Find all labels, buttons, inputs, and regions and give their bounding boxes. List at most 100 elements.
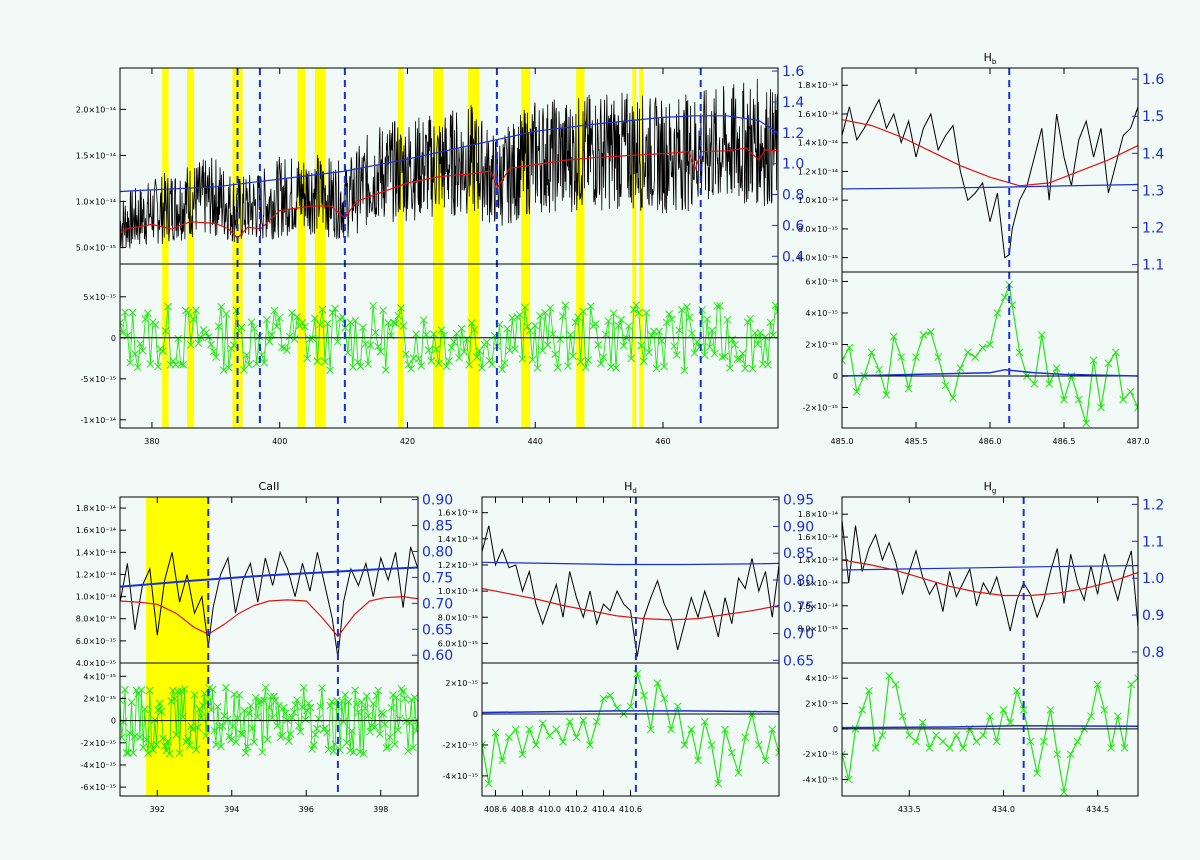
residual-marker (1127, 680, 1136, 689)
right-y-tick-label: 0.95 (783, 493, 814, 509)
residual-marker (224, 363, 233, 372)
residual-marker (653, 679, 662, 687)
residual-marker (932, 731, 941, 740)
residual-marker (1013, 687, 1021, 695)
residual-marker (1030, 380, 1039, 388)
residual-marker (993, 309, 1002, 317)
residual-marker (963, 348, 972, 357)
y-tick-label: 1.2×10⁻¹⁴ (438, 561, 478, 570)
y-tick-label: 1.2×10⁻¹⁴ (798, 167, 838, 176)
residual-marker (727, 748, 736, 757)
x-tick-label: 410.2 (565, 805, 588, 814)
right-y-tick-label: 0.90 (783, 519, 814, 535)
top-plot-area (842, 98, 1138, 259)
residual-marker (707, 741, 716, 749)
mask-band (297, 68, 306, 428)
right-y-tick-label: 0.80 (422, 544, 453, 560)
y-tick-label: 1.4×10⁻¹⁴ (76, 548, 116, 557)
residual-marker (878, 731, 887, 740)
residual-marker (1026, 737, 1035, 746)
x-tick-label: 408.8 (511, 805, 534, 814)
residual-marker (774, 307, 778, 316)
residual-marker (192, 745, 201, 754)
y-tick-label: 1.8×10⁻¹⁴ (798, 510, 838, 519)
residual-marker (986, 340, 994, 349)
panel-title: CaII (259, 480, 280, 493)
residual-marker (905, 731, 914, 740)
panel-hg: 433.5 434.0 434.5 8.0×10⁻¹⁵ 1.0×10⁻¹⁴ 1.2×10⁻… (798, 480, 1165, 814)
residual-marker (127, 698, 136, 707)
residual-marker (525, 725, 534, 734)
x-tick-label: 410.0 (538, 805, 561, 814)
residual-marker (1033, 769, 1041, 778)
residual-marker (532, 741, 540, 749)
y-tick-label: 1.2×10⁻¹⁴ (76, 570, 116, 579)
y-tick-label: 1.4×10⁻¹⁴ (798, 556, 838, 565)
bottom-frame (119, 662, 419, 797)
mask-band (521, 68, 531, 428)
residual-marker (1046, 706, 1055, 714)
emission-model-line (842, 724, 1138, 729)
residual-marker (1093, 680, 1102, 689)
residual-marker (599, 694, 608, 703)
right-y-tick-label: 0.80 (783, 573, 814, 589)
right-y-tick-label: 0.8 (1142, 645, 1164, 661)
residual-marker (1015, 348, 1024, 357)
residual-marker (912, 353, 920, 361)
right-y-tick-label: 0.65 (422, 622, 453, 638)
y-tick-label: 1.0×10⁻¹⁴ (76, 593, 116, 602)
right-y-tick-label: 1.4 (1142, 146, 1164, 162)
residual-marker (949, 394, 957, 402)
residual-marker (972, 737, 981, 746)
residual-marker (898, 712, 907, 721)
panel-caii: 392 394 396 398 4.0×10⁻¹⁵ 6.0×10⁻¹⁵ 8.0×10⁻¹⁵ 1… (76, 480, 453, 814)
y-tick-label: 8.0×10⁻¹⁵ (798, 225, 838, 234)
right-y-tick-label: 0.8 (782, 188, 804, 204)
residual-marker (1045, 380, 1054, 388)
residual-marker (323, 319, 332, 328)
model-line (842, 119, 1138, 187)
y-tick-label: 6.0×10⁻¹⁵ (798, 254, 838, 263)
residual-marker (1119, 395, 1128, 404)
residual-y-tick-label: 0 (833, 725, 838, 734)
residual-marker (741, 733, 750, 742)
residual-marker (1134, 674, 1138, 683)
y-tick-label: 1.0×10⁻¹⁴ (798, 602, 838, 611)
y-tick-label: 1.6×10⁻¹⁴ (438, 509, 478, 518)
residual-marker (511, 725, 520, 734)
y-tick-label: 1.8×10⁻¹⁴ (76, 504, 116, 513)
y-tick-label: 1.0×10⁻¹⁴ (76, 197, 116, 206)
residual-marker (1060, 788, 1068, 796)
residual-marker (844, 775, 853, 784)
x-tick-label: 485.5 (905, 437, 928, 446)
residual-y-tick-label: -4×10⁻¹⁵ (443, 772, 479, 781)
residual-marker (889, 332, 898, 341)
residual-marker (1126, 387, 1135, 396)
right-y-tick-label: 1.6 (782, 64, 804, 80)
residual-marker (885, 671, 893, 680)
residual-marker (845, 343, 854, 352)
residual-marker (180, 685, 189, 693)
x-tick-label: 380 (144, 437, 159, 446)
bottom-plot-area (120, 683, 418, 758)
right-y-tick-label: 1.5 (1142, 109, 1164, 125)
bottom-plot-area (120, 301, 778, 375)
x-tick-label: 394 (224, 805, 239, 814)
residual-marker (945, 744, 954, 752)
residual-marker (646, 725, 655, 734)
residual-marker (660, 694, 669, 703)
residual-marker (121, 685, 129, 694)
residual-marker (1000, 293, 1009, 302)
residual-marker (606, 691, 615, 700)
residual-marker (904, 384, 913, 393)
x-tick-label: 392 (150, 805, 165, 814)
y-tick-label: 1.4×10⁻¹⁴ (798, 139, 838, 148)
residual-marker (1019, 706, 1028, 714)
residual-marker (263, 735, 272, 744)
continuum-line (842, 565, 1138, 571)
residual-marker (545, 731, 554, 740)
top-plot-area (482, 525, 779, 657)
residual-marker (875, 365, 883, 374)
residual-marker (1087, 712, 1095, 721)
y-tick-label: 1.8×10⁻¹⁴ (798, 81, 838, 90)
